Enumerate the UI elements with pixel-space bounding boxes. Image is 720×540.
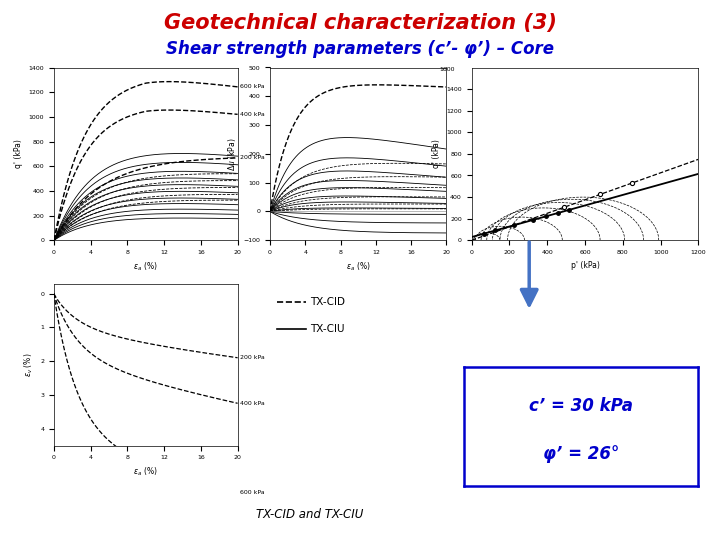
Text: 1600: 1600 [439,67,455,72]
Text: 200 kPa: 200 kPa [240,156,265,160]
X-axis label: p' (kPa): p' (kPa) [570,261,600,269]
Text: 200 kPa: 200 kPa [240,355,265,360]
Text: Geotechnical characterization (3): Geotechnical characterization (3) [163,14,557,33]
Y-axis label: q' (kPa): q' (kPa) [14,139,23,168]
Text: 600 kPa: 600 kPa [240,84,265,89]
Text: TX-CID and TX-CIU: TX-CID and TX-CIU [256,508,364,521]
Text: φ’ = 26°: φ’ = 26° [543,445,620,463]
Y-axis label: $\varepsilon_v$ (%): $\varepsilon_v$ (%) [22,352,35,377]
Y-axis label: q' (kPa): q' (kPa) [432,139,441,168]
X-axis label: $\varepsilon_a$ (%): $\varepsilon_a$ (%) [346,261,371,273]
Y-axis label: $\Delta u$ (kPa): $\Delta u$ (kPa) [226,137,238,171]
Text: TX-CIU: TX-CIU [310,325,344,334]
X-axis label: $\varepsilon_a$ (%): $\varepsilon_a$ (%) [133,466,158,478]
Text: 400 kPa: 400 kPa [240,112,265,117]
Text: c’ = 30 kPa: c’ = 30 kPa [529,397,634,415]
Text: 600 kPa: 600 kPa [240,490,265,495]
Text: Shear strength parameters (c’- φ’) – Core: Shear strength parameters (c’- φ’) – Cor… [166,40,554,58]
X-axis label: $\varepsilon_a$ (%): $\varepsilon_a$ (%) [133,261,158,273]
Text: 400 kPa: 400 kPa [240,401,265,406]
Text: TX-CID: TX-CID [310,298,345,307]
